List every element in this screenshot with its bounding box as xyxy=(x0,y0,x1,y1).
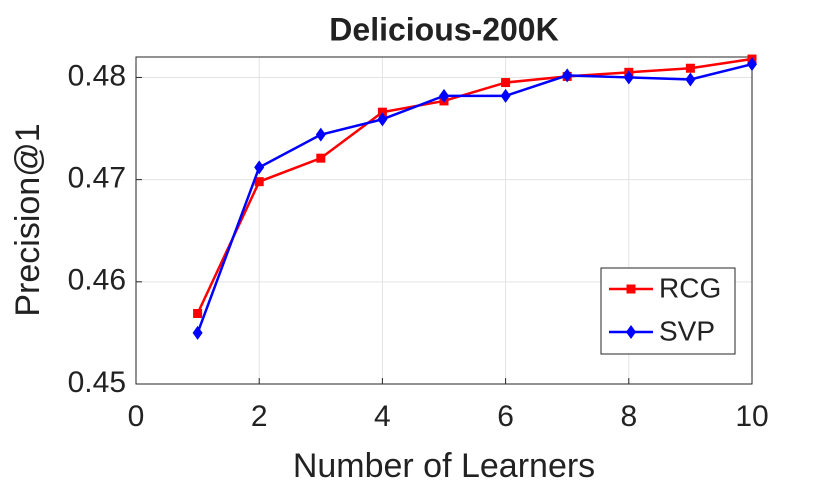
marker xyxy=(193,308,203,318)
series-line xyxy=(196,62,753,334)
marker xyxy=(500,88,511,103)
y-tick-label: 0.47 xyxy=(68,162,126,195)
marker xyxy=(192,325,203,340)
x-axis-label: Number of Learners xyxy=(293,447,595,485)
marker xyxy=(254,177,264,187)
x-tick-label: 4 xyxy=(374,400,391,433)
marker xyxy=(623,70,634,85)
x-tick-label: 0 xyxy=(128,400,145,433)
y-tick-label: 0.46 xyxy=(68,264,126,297)
y-tick-label: 0.45 xyxy=(68,366,126,399)
marker xyxy=(315,127,326,142)
x-tick-label: 10 xyxy=(735,400,768,433)
marker xyxy=(316,153,326,163)
legend-label: RCG xyxy=(659,272,721,303)
x-tick-label: 6 xyxy=(497,400,514,433)
marker xyxy=(747,57,757,72)
marker xyxy=(377,107,387,117)
marker xyxy=(501,78,511,88)
plot-frame xyxy=(135,56,753,385)
legend-marker xyxy=(626,325,636,339)
legend-marker xyxy=(626,284,636,294)
legend-label: SVP xyxy=(659,315,715,346)
marker xyxy=(685,63,695,73)
x-tick-label: 2 xyxy=(251,400,268,433)
chart-title: Delicious-200K xyxy=(329,11,558,47)
marker xyxy=(377,112,388,127)
legend-box xyxy=(600,267,736,355)
y-axis-label: Precision@1 xyxy=(9,123,47,316)
series-line xyxy=(196,57,753,315)
marker xyxy=(439,88,449,103)
y-tick-label: 0.48 xyxy=(68,59,126,92)
marker xyxy=(562,68,573,83)
marker xyxy=(685,72,696,87)
marker xyxy=(254,160,265,175)
x-tick-label: 8 xyxy=(620,400,637,433)
